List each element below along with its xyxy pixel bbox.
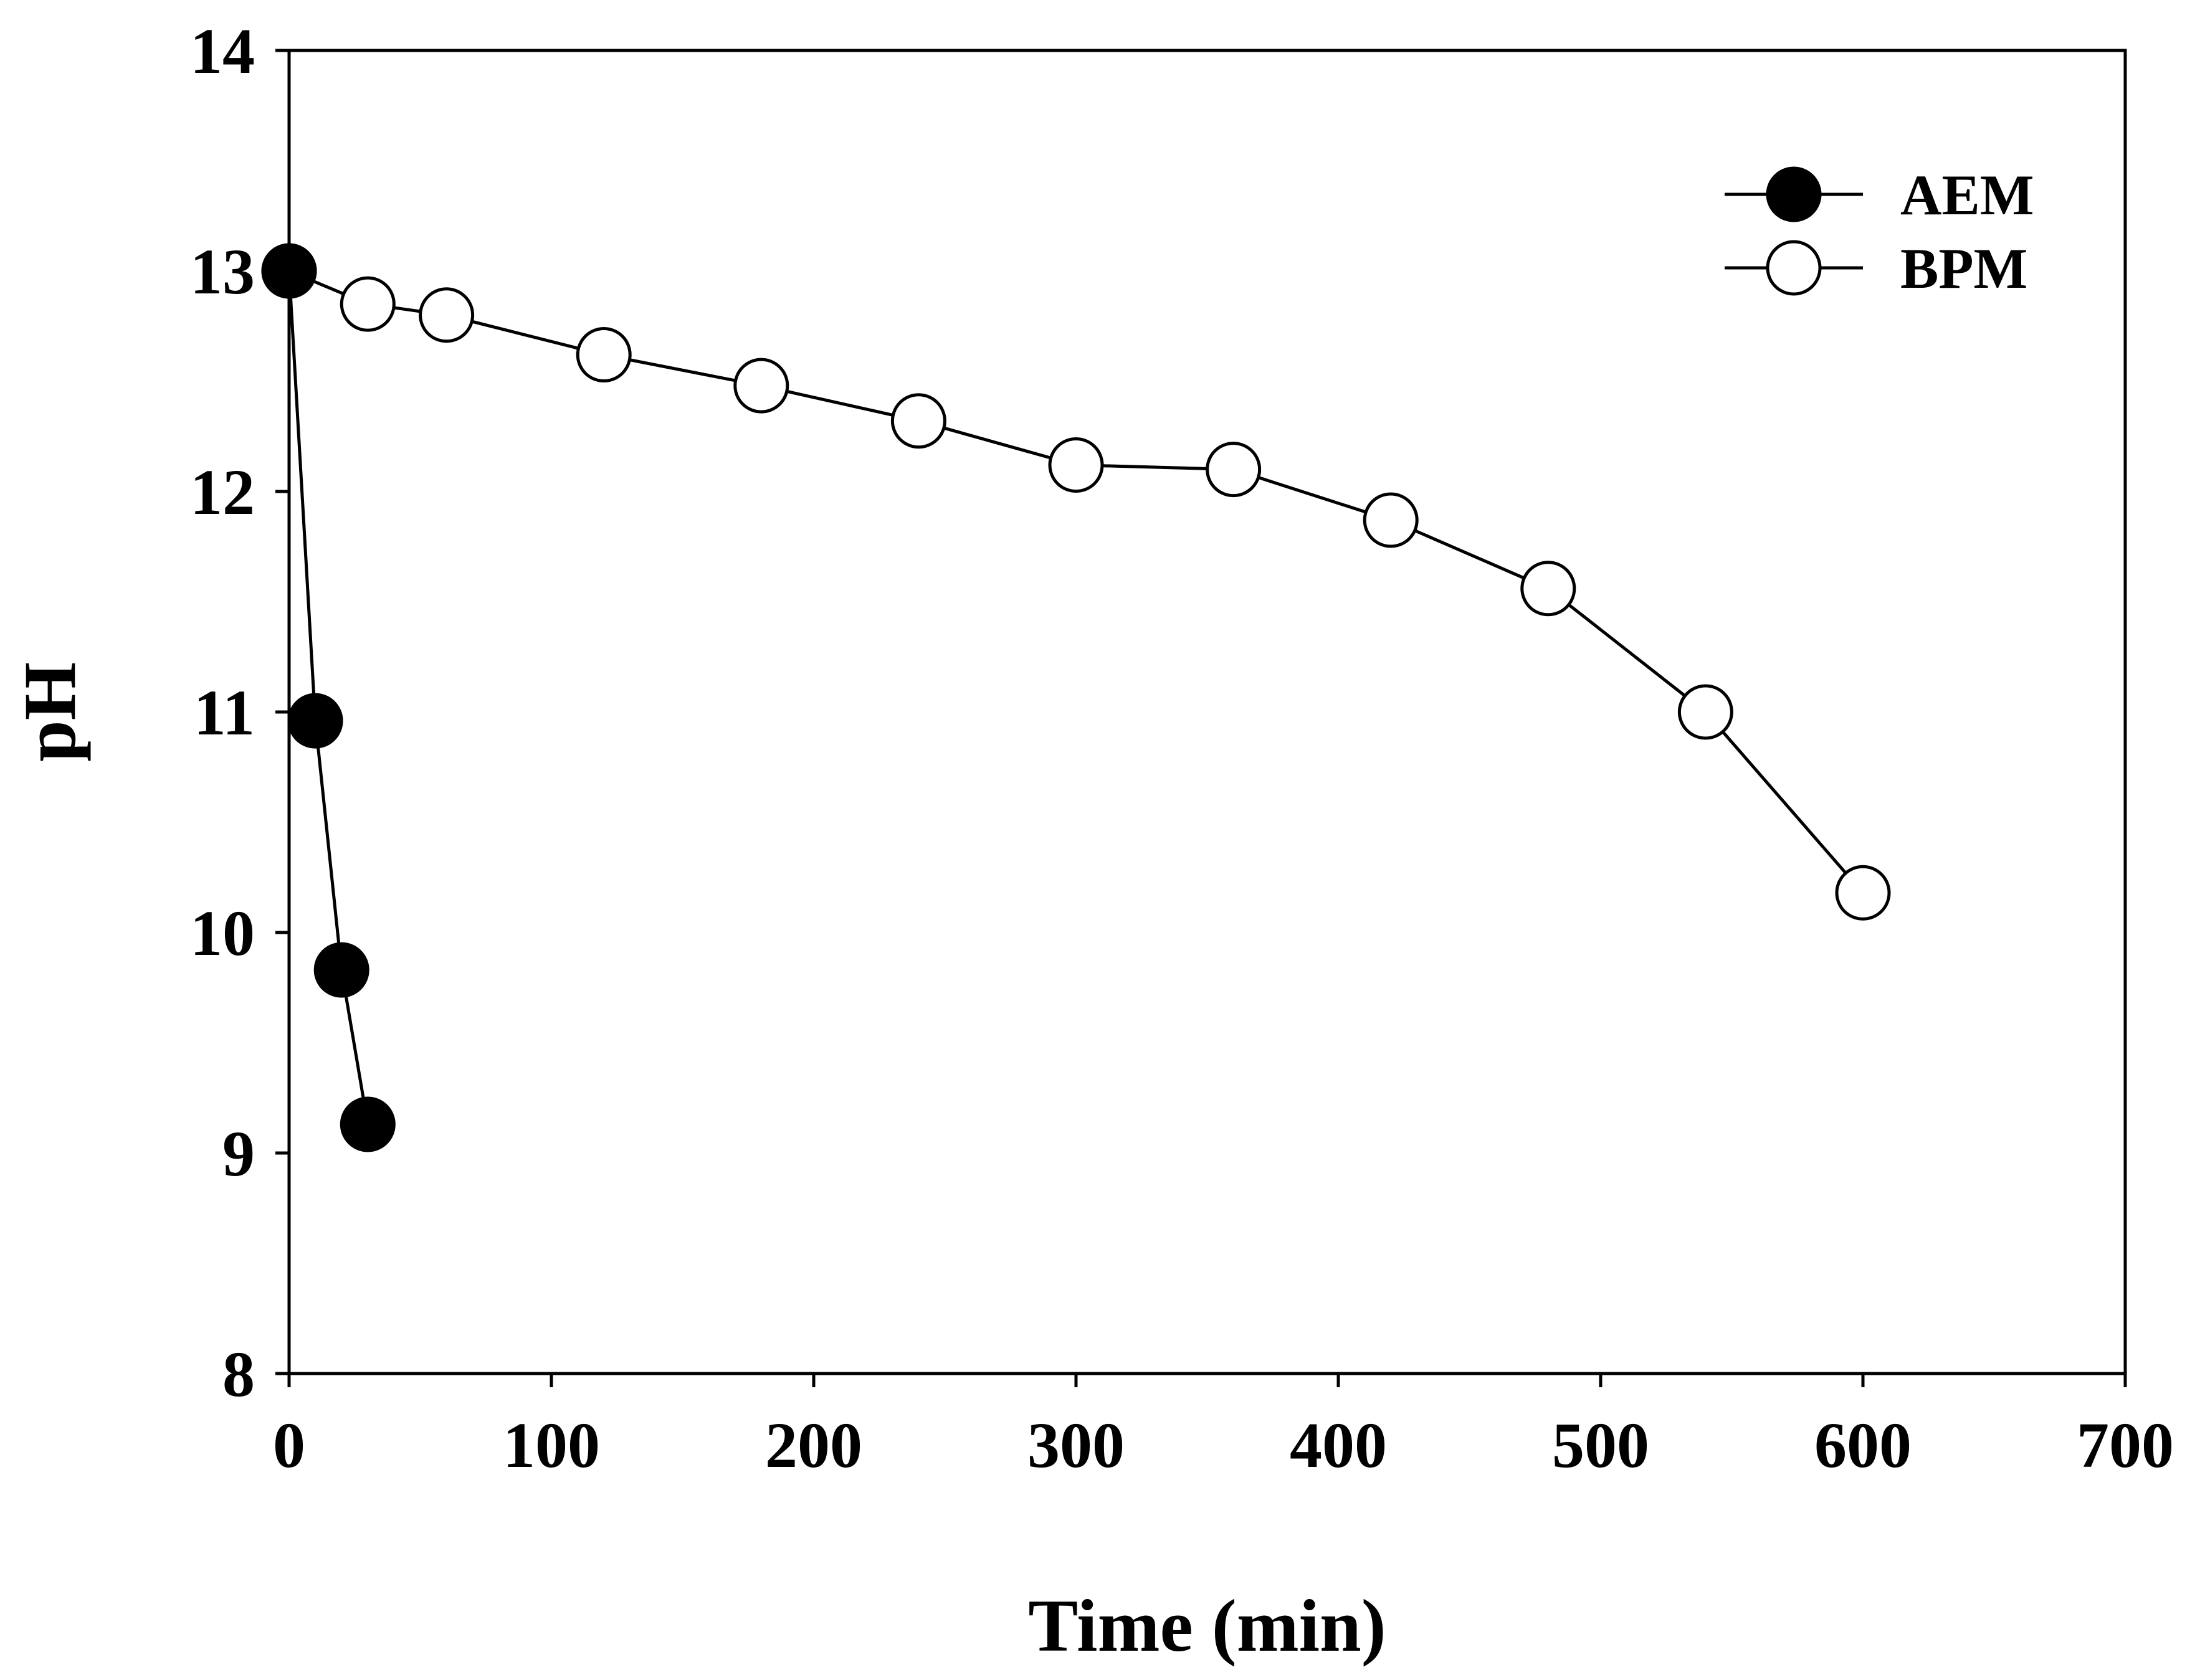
data-point-bpm xyxy=(419,287,475,343)
data-point-bpm xyxy=(576,327,632,383)
legend-label-aem: AEM xyxy=(1900,163,2034,227)
legend-label-bpm: BPM xyxy=(1900,237,2027,300)
data-point-bpm xyxy=(890,393,946,449)
data-point-aem xyxy=(287,693,343,749)
x-tick-label: 300 xyxy=(1027,1410,1125,1481)
y-tick-label: 10 xyxy=(190,898,255,969)
x-tick-label: 0 xyxy=(273,1410,305,1481)
data-point-aem xyxy=(340,1096,396,1152)
x-axis-title: Time (min) xyxy=(1028,1584,1386,1667)
data-point-bpm xyxy=(733,358,789,414)
x-tick-label: 700 xyxy=(2077,1410,2174,1481)
data-point-bpm xyxy=(1206,442,1262,498)
legend-marker-aem xyxy=(1766,166,1822,222)
data-point-bpm xyxy=(1520,561,1576,617)
data-point-bpm xyxy=(1835,865,1891,921)
series-line-aem xyxy=(287,270,369,1125)
x-tick-label: 500 xyxy=(1552,1410,1649,1481)
y-axis-title: pH xyxy=(8,662,91,762)
y-tick-label: 9 xyxy=(222,1118,255,1190)
y-tick-label: 14 xyxy=(190,16,255,87)
y-tick-label: 13 xyxy=(190,236,255,308)
data-point-aem xyxy=(261,243,317,299)
y-tick-label: 12 xyxy=(190,457,255,528)
y-tick-label: 8 xyxy=(222,1339,255,1410)
y-tick-label: 11 xyxy=(194,677,255,749)
data-point-bpm xyxy=(1048,437,1104,493)
x-tick-label: 400 xyxy=(1290,1410,1387,1481)
x-tick-label: 200 xyxy=(765,1410,862,1481)
data-point-aem xyxy=(313,942,369,998)
data-point-bpm xyxy=(1363,492,1419,548)
data-point-bpm xyxy=(1677,684,1733,740)
x-tick-label: 100 xyxy=(503,1410,600,1481)
data-point-bpm xyxy=(340,276,396,332)
legend-marker-bpm xyxy=(1766,240,1822,296)
x-tick-label: 600 xyxy=(1814,1410,1912,1481)
